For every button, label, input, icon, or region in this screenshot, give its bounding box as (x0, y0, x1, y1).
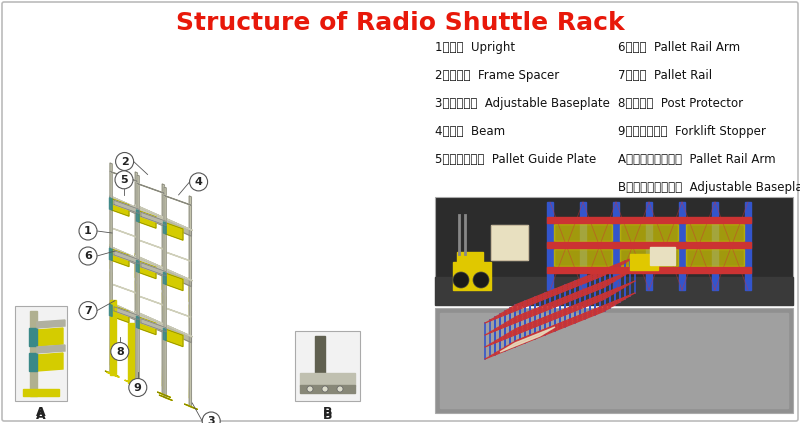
Polygon shape (112, 250, 129, 266)
Polygon shape (138, 296, 164, 305)
Polygon shape (137, 210, 139, 222)
Circle shape (79, 222, 97, 240)
Polygon shape (37, 320, 65, 328)
Polygon shape (300, 373, 355, 386)
Bar (435, 197, 793, 305)
Text: B: B (322, 406, 332, 419)
Polygon shape (457, 252, 483, 262)
Polygon shape (164, 252, 191, 261)
Polygon shape (679, 202, 685, 290)
Polygon shape (686, 249, 744, 266)
Polygon shape (110, 304, 112, 316)
Polygon shape (135, 255, 191, 286)
Polygon shape (159, 395, 172, 401)
Polygon shape (138, 239, 164, 249)
Polygon shape (554, 249, 612, 266)
Bar (435, 308, 793, 413)
Polygon shape (300, 385, 355, 393)
Polygon shape (500, 327, 555, 352)
Polygon shape (110, 171, 137, 181)
Polygon shape (164, 187, 166, 398)
Circle shape (79, 247, 97, 265)
Circle shape (473, 272, 489, 288)
Polygon shape (23, 389, 59, 396)
Text: 9: 9 (134, 382, 142, 393)
Circle shape (129, 379, 147, 396)
Polygon shape (110, 228, 137, 237)
Polygon shape (620, 249, 678, 266)
Text: A: A (36, 409, 46, 422)
Text: 8、防撞杆  Post Protector: 8、防撞杆 Post Protector (618, 97, 743, 110)
Text: 7: 7 (84, 305, 92, 316)
Text: 1: 1 (84, 226, 92, 236)
Text: 1、立柱  Upright: 1、立柱 Upright (435, 41, 515, 54)
Circle shape (115, 153, 134, 170)
Text: 3、可调底脚  Adjustable Baseplate: 3、可调底脚 Adjustable Baseplate (435, 97, 610, 110)
Text: 4、横梁  Beam: 4、横梁 Beam (435, 125, 505, 138)
Polygon shape (166, 273, 183, 291)
Polygon shape (315, 336, 325, 376)
Polygon shape (110, 198, 112, 210)
Polygon shape (132, 383, 146, 388)
Polygon shape (135, 172, 138, 383)
Polygon shape (30, 311, 37, 396)
Polygon shape (110, 196, 166, 227)
Polygon shape (37, 345, 65, 353)
Polygon shape (166, 330, 183, 346)
Text: 3: 3 (207, 416, 215, 423)
Text: 2、连接杆  Frame Spacer: 2、连接杆 Frame Spacer (435, 69, 559, 82)
Polygon shape (110, 302, 167, 328)
Text: Structure of Radio Shuttle Rack: Structure of Radio Shuttle Rack (176, 11, 624, 35)
Polygon shape (650, 247, 675, 265)
Text: 9、叉车定位板  Forklift Stopper: 9、叉车定位板 Forklift Stopper (618, 125, 766, 138)
Polygon shape (106, 371, 118, 376)
Polygon shape (137, 260, 139, 272)
Polygon shape (547, 217, 751, 223)
Polygon shape (163, 272, 166, 285)
Text: 8: 8 (116, 346, 124, 357)
Polygon shape (613, 202, 619, 290)
Polygon shape (547, 242, 751, 248)
Polygon shape (435, 277, 793, 305)
Polygon shape (37, 328, 63, 346)
FancyBboxPatch shape (15, 306, 67, 401)
Text: 6: 6 (84, 251, 92, 261)
Polygon shape (106, 372, 119, 377)
Polygon shape (554, 224, 612, 241)
Polygon shape (110, 163, 112, 374)
Polygon shape (620, 224, 678, 241)
Polygon shape (137, 175, 139, 386)
Polygon shape (139, 317, 156, 335)
Polygon shape (29, 353, 37, 371)
Polygon shape (135, 205, 193, 231)
Polygon shape (112, 305, 129, 323)
Circle shape (190, 173, 208, 191)
Polygon shape (110, 300, 116, 375)
Polygon shape (630, 254, 658, 270)
Polygon shape (547, 202, 553, 290)
Polygon shape (166, 223, 183, 240)
Polygon shape (29, 328, 37, 346)
Polygon shape (163, 328, 166, 341)
Polygon shape (114, 307, 139, 320)
FancyBboxPatch shape (295, 331, 360, 401)
Text: 4: 4 (194, 177, 202, 187)
Polygon shape (440, 313, 788, 408)
Polygon shape (114, 251, 139, 264)
Polygon shape (135, 205, 191, 236)
Polygon shape (112, 199, 129, 216)
Polygon shape (110, 247, 167, 272)
Polygon shape (110, 247, 166, 277)
Polygon shape (125, 380, 138, 385)
Polygon shape (646, 202, 652, 290)
Circle shape (202, 412, 220, 423)
Polygon shape (130, 380, 143, 385)
Text: B: B (322, 409, 332, 422)
Polygon shape (138, 184, 164, 193)
Polygon shape (547, 267, 751, 273)
Polygon shape (141, 212, 166, 225)
Polygon shape (491, 225, 528, 260)
Text: 6、牛腥  Pallet Rail Arm: 6、牛腥 Pallet Rail Arm (618, 41, 740, 54)
Polygon shape (712, 202, 718, 290)
